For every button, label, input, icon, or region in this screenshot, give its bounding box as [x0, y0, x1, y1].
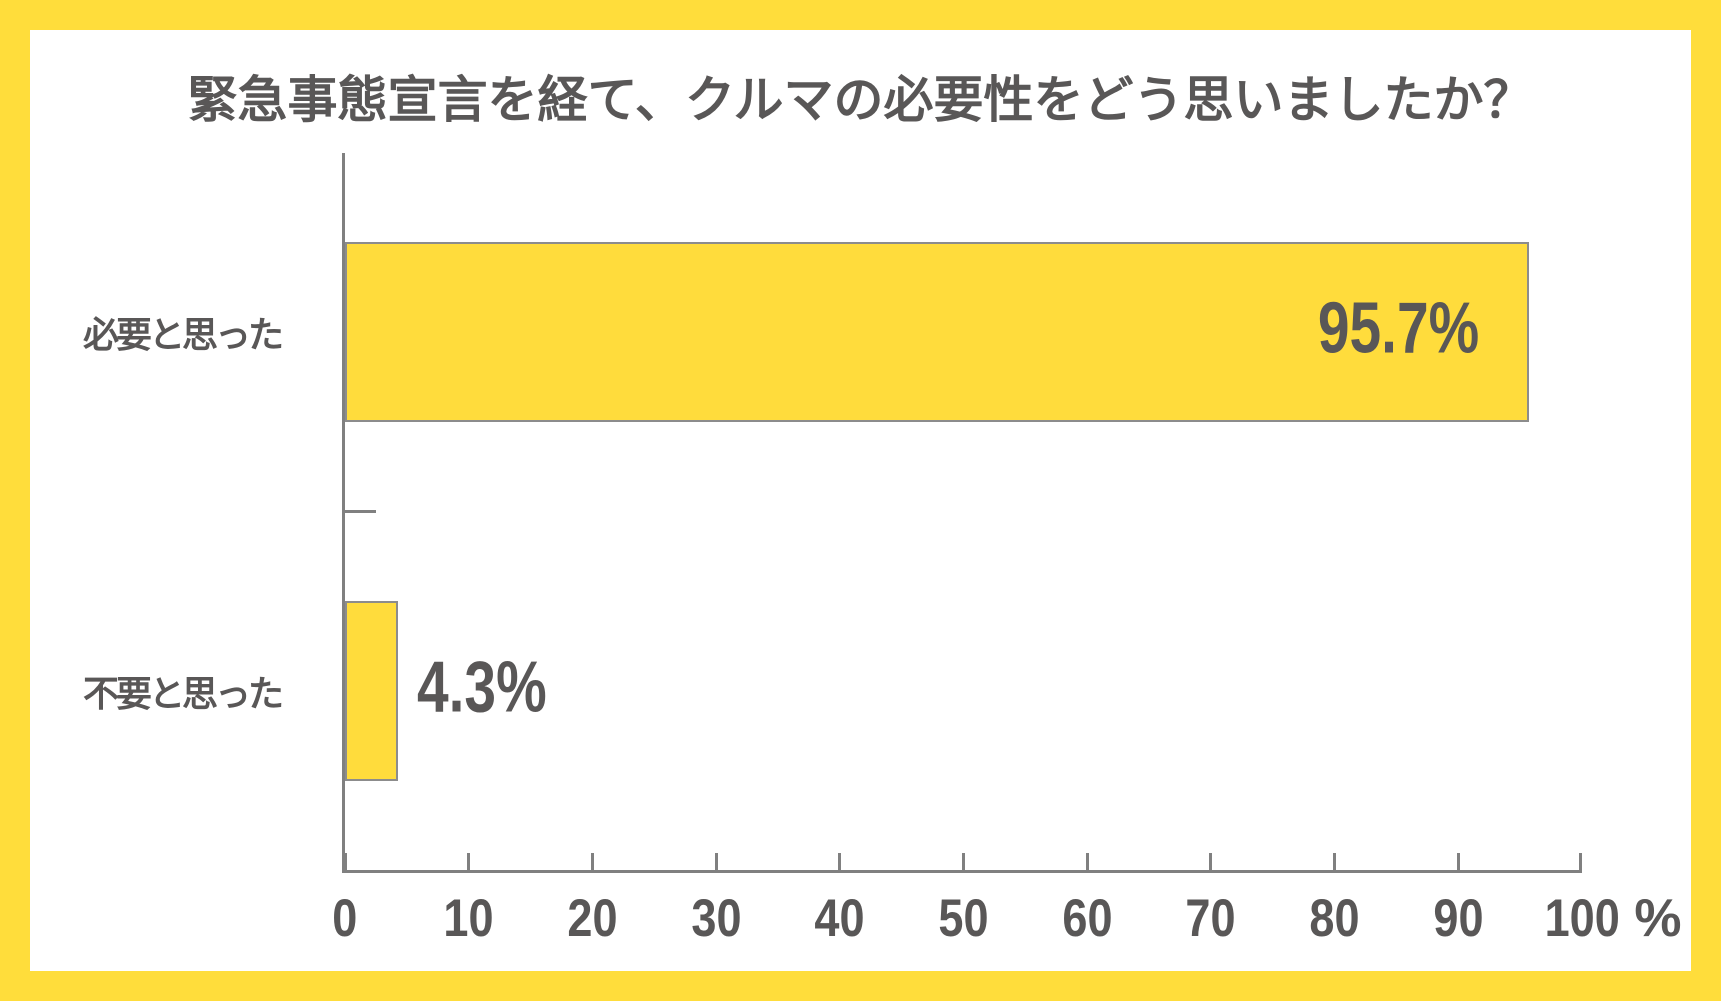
x-axis-tick-label-50: 50 [938, 889, 989, 948]
x-axis-tick-60 [1085, 853, 1089, 870]
x-axis-tick-50 [962, 853, 965, 870]
y-axis-line [342, 153, 345, 873]
value-label-0: 95.7% [1317, 288, 1479, 369]
x-axis-tick-30 [714, 853, 718, 870]
y-axis-separator-tick [345, 510, 376, 513]
x-axis-tick-10 [467, 853, 471, 870]
value-label-1: 4.3% [417, 647, 547, 728]
bar-0 [345, 242, 1529, 423]
category-label-0: 必要と思った [83, 314, 284, 356]
x-axis-tick-label-90: 90 [1433, 889, 1484, 948]
x-axis-tick-70 [1209, 853, 1213, 870]
x-axis-tick-label-0: 0 [332, 889, 358, 948]
chart-title: 緊急事態宣言を経て、クルマの必要性をどう思いましたか？ [187, 72, 1534, 128]
x-axis-line [342, 870, 1582, 873]
x-axis-tick-label-30: 30 [691, 889, 742, 948]
category-label-1: 不要と思った [83, 672, 284, 714]
bar-1 [345, 600, 399, 781]
x-axis-tick-label-60: 60 [1062, 889, 1113, 948]
x-axis-tick-label-40: 40 [814, 889, 865, 948]
x-axis-tick-label-20: 20 [567, 889, 618, 948]
x-axis-tick-label-10: 10 [443, 889, 494, 948]
x-axis-tick-label-100: 100 [1544, 889, 1620, 948]
x-axis-tick-40 [838, 853, 842, 870]
x-axis-tick-label-70: 70 [1185, 889, 1236, 948]
plot-area: 必要と思った 95.7% 不要と思った 4.3% 0 10 20 30 40 50 60 70 80 9… [83, 153, 1682, 948]
x-axis-tick-90 [1456, 853, 1460, 870]
x-axis-tick-80 [1333, 853, 1337, 870]
x-axis-tick-20 [590, 853, 594, 870]
x-axis-tick-100 [1579, 853, 1582, 870]
x-axis-tick-label-80: 80 [1309, 889, 1360, 948]
x-axis-tick-0 [343, 853, 347, 870]
x-axis-unit-label: % [1634, 889, 1682, 948]
